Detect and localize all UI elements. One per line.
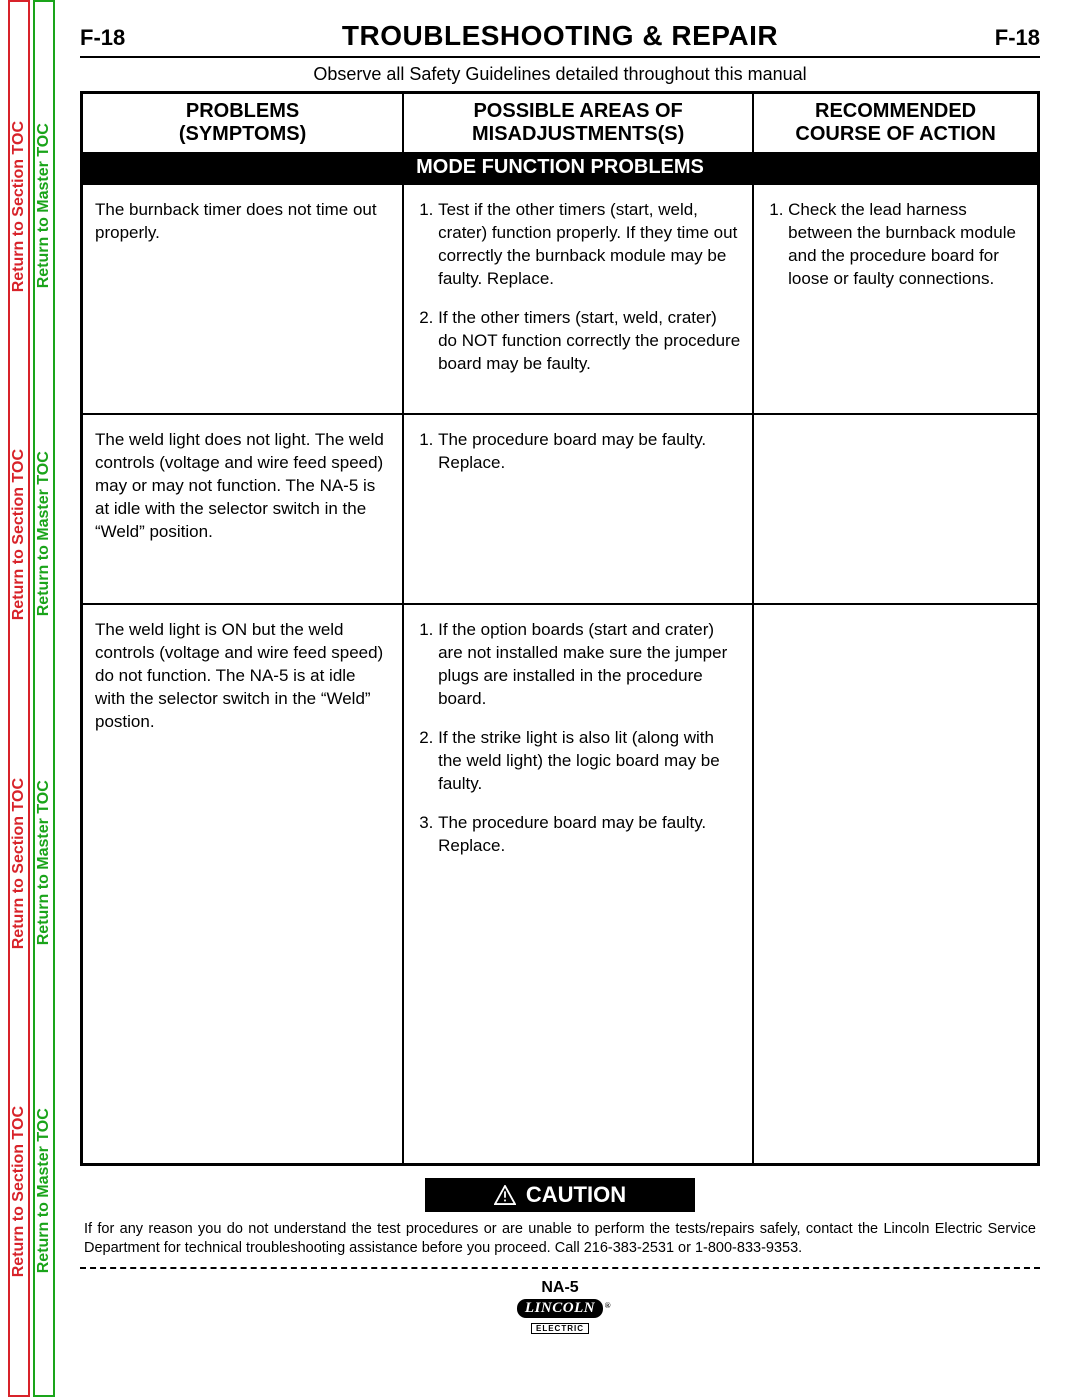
page-title: TROUBLESHOOTING & REPAIR xyxy=(342,20,778,52)
list-item: Test if the other timers (start, weld, c… xyxy=(438,199,740,291)
table-row: The burnback timer does not time out pro… xyxy=(82,184,1039,414)
page-code-right: F-18 xyxy=(995,25,1040,51)
list-item: If the other timers (start, weld, crater… xyxy=(438,307,740,376)
section-toc-link[interactable]: Return to Section TOC xyxy=(10,370,28,698)
list-item: If the strike light is also lit (along w… xyxy=(438,727,740,796)
problem-cell: The burnback timer does not time out pro… xyxy=(82,184,404,414)
section-title: MODE FUNCTION PROBLEMS xyxy=(82,152,1039,184)
section-toc-link[interactable]: Return to Section TOC xyxy=(10,699,28,1027)
master-toc-link[interactable]: Return to Master TOC xyxy=(35,370,53,698)
misadjust-cell: Test if the other timers (start, weld, c… xyxy=(403,184,753,414)
master-toc-link[interactable]: Return to Master TOC xyxy=(35,699,53,1027)
safety-note: Observe all Safety Guidelines detailed t… xyxy=(80,64,1040,85)
master-toc-column: Return to Master TOC Return to Master TO… xyxy=(33,0,55,1397)
table-row: The weld light does not light. The weld … xyxy=(82,414,1039,604)
page-header: F-18 TROUBLESHOOTING & REPAIR F-18 xyxy=(80,20,1040,58)
misadjust-cell: The procedure board may be faulty. Repla… xyxy=(403,414,753,604)
list-item: The procedure board may be faulty. Repla… xyxy=(438,429,740,475)
misadjust-cell: If the option boards (start and crater) … xyxy=(403,604,753,1164)
section-toc-column: Return to Section TOC Return to Section … xyxy=(8,0,30,1397)
col-problems: PROBLEMS(SYMPTOMS) xyxy=(82,93,404,153)
page-body: F-18 TROUBLESHOOTING & REPAIR F-18 Obser… xyxy=(70,0,1070,1356)
caution-text: If for any reason you do not understand … xyxy=(80,1220,1040,1269)
page-code-left: F-18 xyxy=(80,25,125,51)
troubleshooting-table: PROBLEMS(SYMPTOMS) POSSIBLE AREAS OFMISA… xyxy=(80,91,1040,1166)
section-toc-link[interactable]: Return to Section TOC xyxy=(10,1027,28,1355)
master-toc-link[interactable]: Return to Master TOC xyxy=(35,42,53,370)
action-cell: Check the lead harness between the burnb… xyxy=(753,184,1038,414)
model-number: NA-5 xyxy=(80,1279,1040,1297)
master-toc-link[interactable]: Return to Master TOC xyxy=(35,1027,53,1355)
section-title-row: MODE FUNCTION PROBLEMS xyxy=(82,152,1039,184)
page-footer: NA-5 LINCOLN® ELECTRIC xyxy=(80,1279,1040,1336)
problem-cell: The weld light is ON but the weld contro… xyxy=(82,604,404,1164)
action-cell xyxy=(753,414,1038,604)
col-misadjust: POSSIBLE AREAS OFMISADJUSTMENTS(S) xyxy=(403,93,753,153)
side-tab-container: Return to Section TOC Return to Section … xyxy=(8,0,58,1397)
table-row: The weld light is ON but the weld contro… xyxy=(82,604,1039,1164)
brand-subtitle: ELECTRIC xyxy=(531,1323,589,1334)
list-item: The procedure board may be faulty. Repla… xyxy=(438,812,740,858)
brand-name: LINCOLN® xyxy=(517,1299,603,1318)
caution-bar: CAUTION xyxy=(425,1178,695,1212)
list-item: If the option boards (start and crater) … xyxy=(438,619,740,711)
list-item: Check the lead harness between the burnb… xyxy=(788,199,1025,291)
table-header-row: PROBLEMS(SYMPTOMS) POSSIBLE AREAS OFMISA… xyxy=(82,93,1039,153)
section-toc-link[interactable]: Return to Section TOC xyxy=(10,42,28,370)
col-action: RECOMMENDEDCOURSE OF ACTION xyxy=(753,93,1038,153)
caution-label: CAUTION xyxy=(526,1182,626,1208)
brand-logo: LINCOLN® ELECTRIC xyxy=(517,1299,603,1336)
problem-cell: The weld light does not light. The weld … xyxy=(82,414,404,604)
action-cell xyxy=(753,604,1038,1164)
warning-icon xyxy=(494,1185,516,1205)
